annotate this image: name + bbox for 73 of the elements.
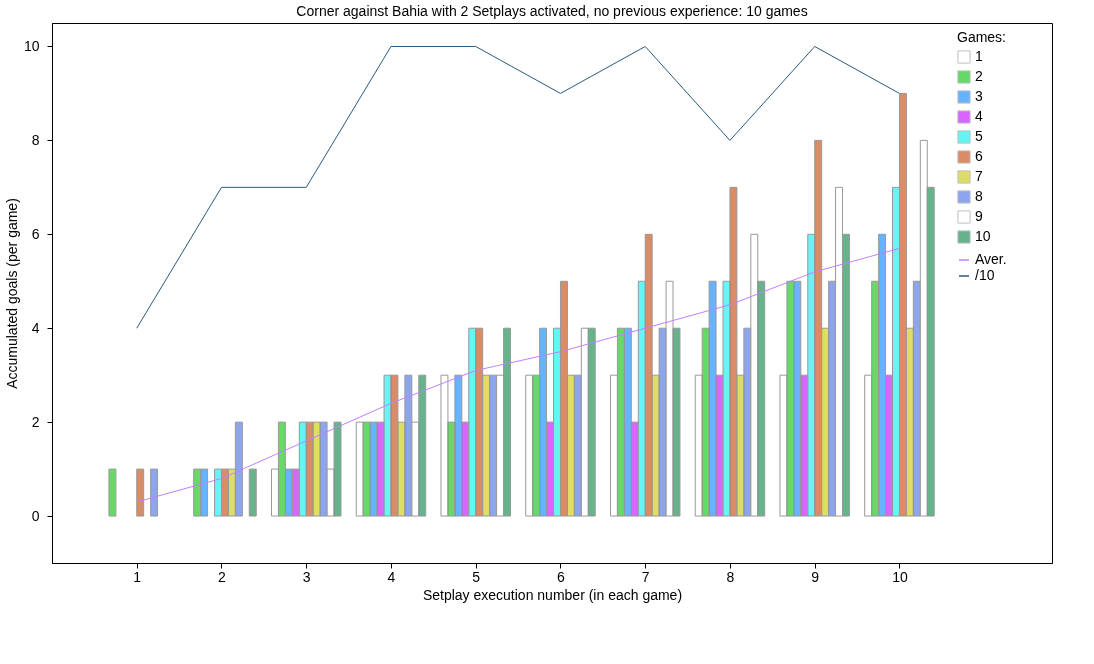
line-series [136,247,900,503]
bar [926,186,935,517]
x-axis-title: Setplay execution number (in each game) [422,586,683,603]
bar [559,280,568,517]
legend-label: 8 [975,188,983,204]
bar [418,374,427,517]
bar [623,327,632,517]
bar [248,468,257,517]
legend-label: Aver. [975,251,1007,267]
bar [108,468,117,517]
y-tick-label: 2 [31,413,40,430]
bar [644,233,653,517]
x-tick-label: 1 [133,568,142,585]
bar [750,233,759,517]
chart-title: Corner against Bahia with 2 Setplays activated, no previous experience: 10 games [296,3,808,19]
x-tick-label: 4 [387,568,396,585]
x-tick-label: 9 [811,568,820,585]
bar [150,468,159,517]
x-tick-label: 7 [641,568,650,585]
bar [587,327,596,517]
legend-title: Games: [957,29,1007,45]
bar [878,233,887,517]
bar [234,421,243,517]
legend-label: 2 [975,68,983,84]
bar [454,374,463,517]
bar [390,374,399,517]
bar [291,468,300,517]
legend-label: 3 [975,88,983,104]
x-tick-label: 3 [302,568,311,585]
y-tick-label: 0 [31,507,40,524]
bar [919,139,928,517]
bar [729,186,738,517]
y-tick-label: 4 [31,319,40,336]
x-tick-label: 10 [892,568,908,585]
legend-label: 10 [975,228,991,244]
bar [835,186,844,517]
bar [475,327,484,517]
bar [708,280,717,517]
bar [200,468,209,517]
x-tick-label: 8 [726,568,735,585]
bar [319,421,328,517]
y-tick-label: 8 [31,131,40,148]
bar [672,327,681,517]
bar [326,468,335,517]
bar [503,327,511,517]
x-tick-label: 5 [472,568,481,585]
bar [136,468,145,517]
y-tick-label: 6 [31,225,40,242]
bar [539,327,548,517]
bar [757,280,766,517]
x-tick-label: 2 [218,568,227,585]
legend-label: 4 [975,108,983,124]
bar [277,421,286,517]
legend-label: 7 [975,168,983,184]
bar [814,139,823,517]
bar [284,468,293,517]
legend-label: 5 [975,128,983,144]
y-tick-label: 10 [23,37,40,54]
bar [440,374,449,517]
legend-label: 9 [975,208,983,224]
y-axis-title: Accumulated goals (per game) [3,198,20,389]
legend-label: 6 [975,148,983,164]
bar [333,421,342,517]
line-series [136,45,900,329]
legend-label: /10 [975,267,995,283]
bar [842,233,850,517]
bar [898,92,907,517]
bar [404,374,413,517]
bar [793,280,802,517]
bar [270,468,279,517]
x-tick-label: 6 [557,568,566,585]
legend-label: 1 [975,48,983,64]
bar [665,280,674,517]
